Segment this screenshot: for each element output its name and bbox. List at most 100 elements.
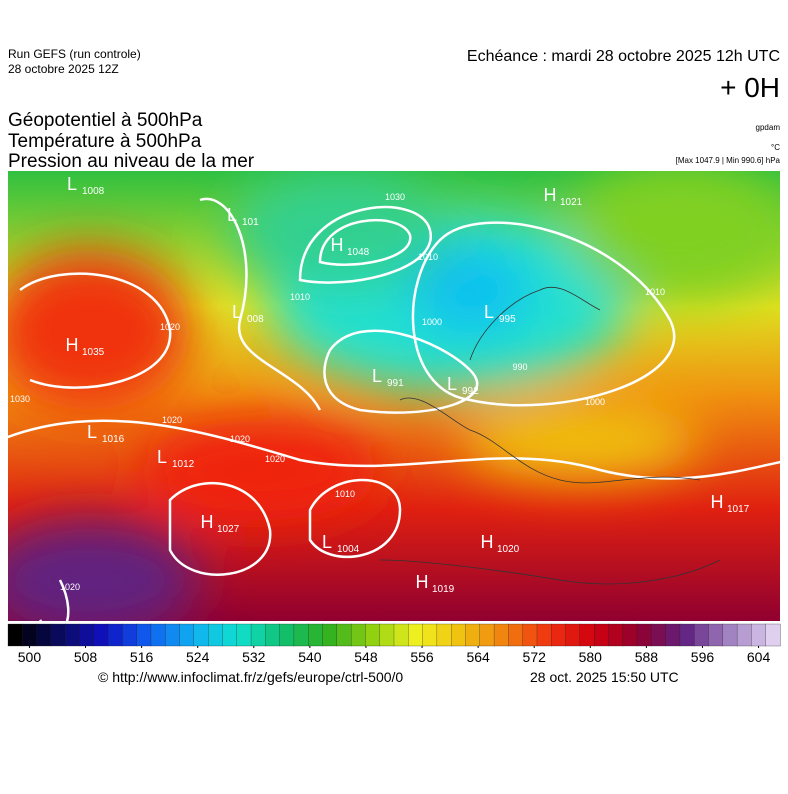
colorbar-cell bbox=[7, 623, 23, 647]
center-value: 1035 bbox=[82, 347, 105, 358]
center-type: L bbox=[372, 366, 382, 386]
colorbar-cell bbox=[451, 623, 467, 647]
center-type: H bbox=[331, 235, 344, 255]
colorbar-tick-label: 604 bbox=[747, 649, 771, 665]
center-value: 1020 bbox=[497, 544, 520, 555]
colorbar-cell bbox=[250, 623, 266, 647]
colorbar-cell bbox=[651, 623, 667, 647]
colorbar-cell bbox=[665, 623, 681, 647]
unit: [Max 1047.9 | Min 990.6] hPa bbox=[676, 156, 781, 165]
colorbar-cell bbox=[408, 623, 424, 647]
colorbar-tick-label: 516 bbox=[130, 649, 154, 665]
isobar-label: 1000 bbox=[422, 317, 442, 327]
colorbar-cell bbox=[50, 623, 66, 647]
colorbar-cell bbox=[551, 623, 567, 647]
colorbar-cell bbox=[265, 623, 281, 647]
colorbar-tick-label: 524 bbox=[186, 649, 210, 665]
colorbar-tick-label: 572 bbox=[523, 649, 547, 665]
run: Run GEFS (run controle) bbox=[8, 47, 141, 61]
colorbar-cell bbox=[393, 623, 409, 647]
colorbar-cell bbox=[222, 623, 238, 647]
colorbar-tick-label: 548 bbox=[354, 649, 378, 665]
colorbar-tick-label: 564 bbox=[466, 649, 490, 665]
center-type: L bbox=[232, 302, 242, 322]
isobar-label: 1030 bbox=[10, 394, 30, 404]
colorbar-cell bbox=[422, 623, 438, 647]
colorbar-cell bbox=[722, 623, 738, 647]
isobar-label: 1020 bbox=[60, 582, 80, 592]
center-value: 1004 bbox=[337, 544, 360, 555]
colorbar-cell bbox=[636, 623, 652, 647]
center-type: L bbox=[67, 174, 77, 194]
center-type: L bbox=[227, 205, 237, 225]
colorbar-cell bbox=[36, 623, 52, 647]
isobar-label: 1010 bbox=[418, 252, 438, 262]
colorbar-cell bbox=[207, 623, 224, 647]
colorbar-cell bbox=[179, 623, 195, 647]
title: Géopotentiel à 500hPa bbox=[8, 110, 203, 131]
offset: + 0H bbox=[720, 72, 780, 103]
center-type: L bbox=[484, 302, 494, 322]
isobar-label: 1010 bbox=[290, 292, 310, 302]
colorbar-tick-label: 532 bbox=[242, 649, 266, 665]
colorbar-cell bbox=[79, 623, 95, 647]
colorbar-cell bbox=[93, 623, 109, 647]
colorbar-cell bbox=[279, 623, 295, 647]
center-type: H bbox=[201, 512, 214, 532]
colorbar-cell bbox=[694, 623, 710, 647]
colorbar-cell bbox=[308, 623, 324, 647]
isobar-label: 1020 bbox=[230, 434, 250, 444]
colorbar-cell bbox=[479, 623, 495, 647]
colorbar-cell bbox=[736, 623, 753, 647]
colorbar-cell bbox=[765, 623, 781, 647]
colorbar-cell bbox=[165, 623, 181, 647]
colorbar-cell bbox=[322, 623, 338, 647]
center-value: 991 bbox=[387, 378, 404, 389]
isobar-label: 1020 bbox=[162, 415, 182, 425]
colorbar-cell bbox=[622, 623, 638, 647]
colorbar-cell bbox=[708, 623, 724, 647]
map bbox=[8, 171, 780, 621]
center-value: 008 bbox=[247, 314, 264, 325]
center-value: 1008 bbox=[82, 186, 105, 197]
center-value: 992 bbox=[462, 386, 479, 397]
colorbar-cell bbox=[150, 623, 166, 647]
colorbar: 500 508 516 524 532 540 548 556 564 572 580 588 596 6… bbox=[7, 623, 781, 665]
colorbar-cell bbox=[22, 623, 38, 647]
center-value: 1017 bbox=[727, 504, 750, 515]
center-value: 1048 bbox=[347, 247, 370, 258]
colorbar-cell bbox=[336, 623, 352, 647]
colorbar-cell bbox=[465, 623, 481, 647]
forecast: Echéance : mardi 28 octobre 2025 12h UTC bbox=[467, 48, 780, 65]
center-value: 1016 bbox=[102, 434, 125, 445]
isobar-label: 1030 bbox=[385, 192, 405, 202]
colorbar-cell bbox=[107, 623, 124, 647]
source: © http://www.infoclimat.fr/z/gefs/europe… bbox=[98, 669, 403, 685]
colorbar-cell bbox=[579, 623, 595, 647]
center-type: L bbox=[87, 422, 97, 442]
center-type: H bbox=[481, 532, 494, 552]
center-value: 995 bbox=[499, 314, 516, 325]
colorbar-cell bbox=[436, 623, 452, 647]
colorbar-cell bbox=[493, 623, 510, 647]
colorbar-cell bbox=[593, 623, 610, 647]
center-value: 101 bbox=[242, 217, 259, 228]
center-type: H bbox=[416, 572, 429, 592]
center-value: 1027 bbox=[217, 524, 240, 535]
colorbar-cell bbox=[293, 623, 309, 647]
run-date: 28 octobre 2025 12Z bbox=[8, 62, 119, 76]
colorbar-tick-label: 596 bbox=[691, 649, 715, 665]
colorbar-cell bbox=[522, 623, 538, 647]
isobar-label: 1010 bbox=[335, 489, 355, 499]
center-type: H bbox=[711, 492, 724, 512]
colorbar-tick-label: 556 bbox=[410, 649, 434, 665]
colorbar-tick-label: 508 bbox=[74, 649, 98, 665]
isobar-label: 1010 bbox=[645, 287, 665, 297]
center-value: 1019 bbox=[432, 584, 455, 595]
center-type: L bbox=[447, 374, 457, 394]
colorbar-cell bbox=[365, 623, 381, 647]
unit: °C bbox=[771, 143, 780, 152]
center-type: L bbox=[322, 532, 332, 552]
